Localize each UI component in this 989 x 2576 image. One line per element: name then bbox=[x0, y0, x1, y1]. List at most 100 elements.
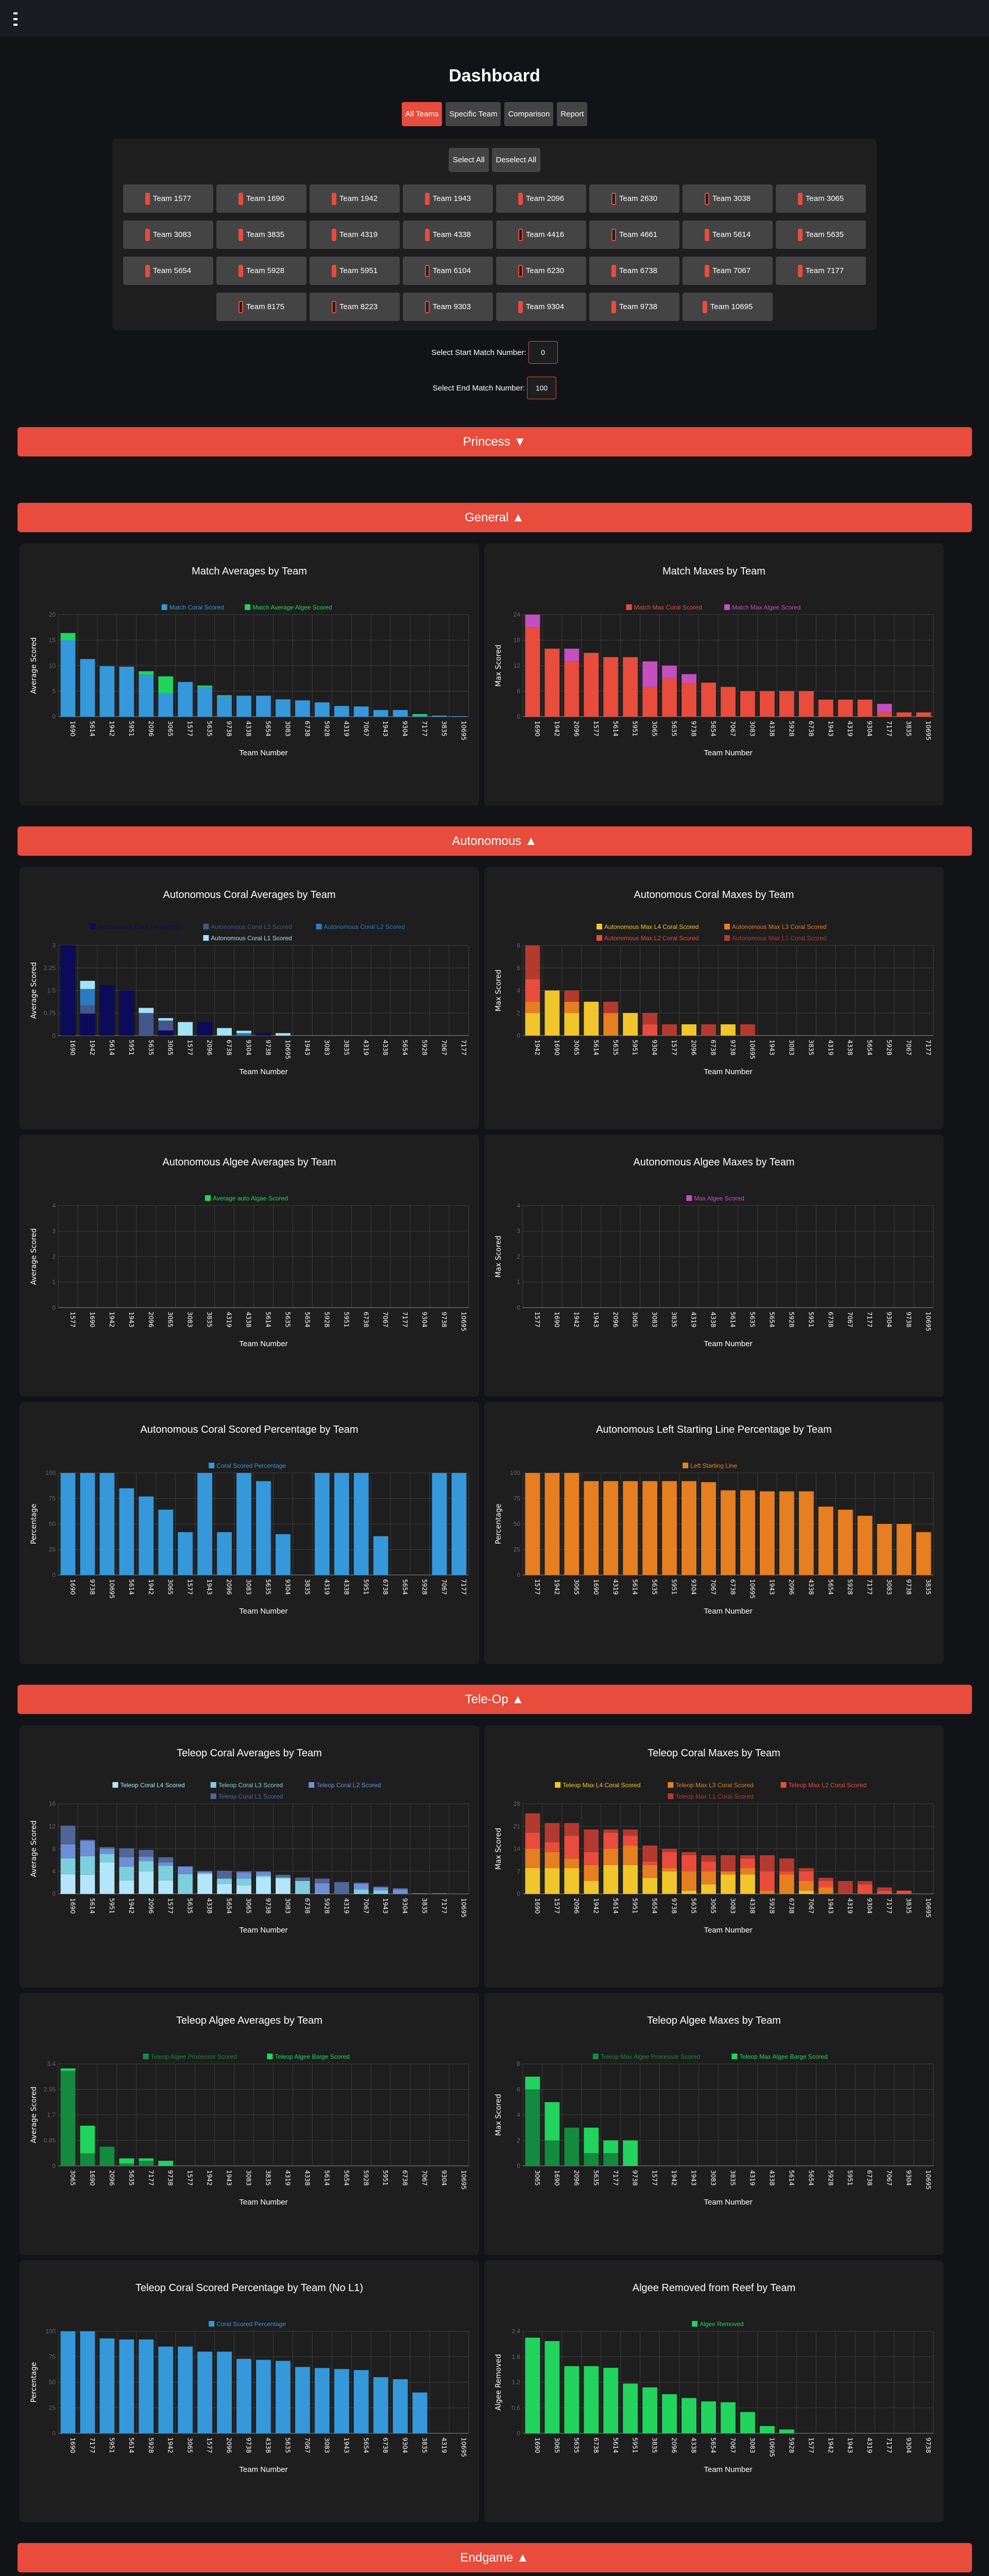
bar-segment[interactable] bbox=[373, 710, 388, 717]
bar-segment[interactable] bbox=[701, 1861, 716, 1872]
bar-segment[interactable] bbox=[857, 1516, 873, 1575]
bar-segment[interactable] bbox=[236, 1885, 251, 1894]
bar-segment[interactable] bbox=[779, 1871, 794, 1875]
bar-segment[interactable] bbox=[642, 1845, 658, 1862]
bar-segment[interactable] bbox=[603, 2140, 619, 2154]
bar-segment[interactable] bbox=[916, 1532, 931, 1575]
team-checkbox-item[interactable]: Team 5635 bbox=[776, 221, 866, 249]
bar-segment[interactable] bbox=[525, 2089, 540, 2166]
bar-segment[interactable] bbox=[197, 1873, 213, 1874]
bar-segment[interactable] bbox=[603, 2153, 619, 2166]
bar-segment[interactable] bbox=[857, 1881, 873, 1885]
bar-segment[interactable] bbox=[80, 1473, 95, 1575]
bar-segment[interactable] bbox=[623, 2383, 638, 2433]
bar-segment[interactable] bbox=[60, 640, 76, 717]
bar-segment[interactable] bbox=[295, 700, 310, 717]
bar-segment[interactable] bbox=[314, 1878, 330, 1884]
bar-segment[interactable] bbox=[99, 1849, 115, 1854]
bar-segment[interactable] bbox=[80, 1840, 95, 1841]
bar-segment[interactable] bbox=[139, 1871, 154, 1894]
bar-segment[interactable] bbox=[798, 1871, 814, 1881]
bar-segment[interactable] bbox=[525, 615, 540, 628]
checkbox-checked-icon[interactable] bbox=[145, 264, 150, 277]
bar-segment[interactable] bbox=[681, 1871, 697, 1891]
bar-segment[interactable] bbox=[564, 2127, 579, 2166]
bar-segment[interactable] bbox=[158, 1020, 174, 1031]
team-checkbox-item[interactable]: Team 6738 bbox=[589, 257, 679, 285]
bar-segment[interactable] bbox=[158, 693, 174, 717]
end-match-input[interactable] bbox=[527, 377, 557, 399]
checkbox-checked-icon[interactable] bbox=[331, 192, 336, 205]
team-checkbox-item[interactable]: Team 3835 bbox=[216, 221, 306, 249]
bar-segment[interactable] bbox=[99, 2146, 115, 2166]
bar-segment[interactable] bbox=[80, 1856, 95, 1875]
bar-segment[interactable] bbox=[721, 1855, 736, 1872]
bar-segment[interactable] bbox=[721, 687, 736, 717]
checkbox-unchecked-icon[interactable] bbox=[704, 192, 709, 205]
bar-segment[interactable] bbox=[818, 1887, 833, 1894]
bar-segment[interactable] bbox=[642, 1865, 658, 1878]
bar-segment[interactable] bbox=[544, 649, 560, 717]
team-checkbox-item[interactable]: Team 1690 bbox=[216, 184, 306, 213]
bar-segment[interactable] bbox=[60, 1874, 76, 1894]
checkbox-unchecked-icon[interactable] bbox=[331, 300, 336, 313]
team-checkbox-item[interactable]: Team 9738 bbox=[589, 293, 679, 321]
bar-segment[interactable] bbox=[80, 1013, 95, 1036]
bar-segment[interactable] bbox=[603, 1829, 619, 1833]
bar-segment[interactable] bbox=[701, 1482, 716, 1575]
bar-segment[interactable] bbox=[60, 633, 76, 640]
bar-segment[interactable] bbox=[314, 1883, 330, 1893]
bar-segment[interactable] bbox=[623, 1836, 638, 1846]
bar-segment[interactable] bbox=[662, 1024, 677, 1036]
bar-segment[interactable] bbox=[642, 1024, 658, 1036]
team-checkbox-item[interactable]: Team 6104 bbox=[403, 257, 493, 285]
legend-item[interactable]: Coral Scored Percentage bbox=[209, 1462, 286, 1469]
bar-segment[interactable] bbox=[525, 1473, 540, 1575]
bar-segment[interactable] bbox=[178, 1866, 193, 1867]
checkbox-checked-icon[interactable] bbox=[611, 264, 616, 277]
bar-segment[interactable] bbox=[139, 2339, 154, 2433]
bar-segment[interactable] bbox=[544, 1473, 560, 1575]
checkbox-checked-icon[interactable] bbox=[238, 192, 243, 205]
checkbox-checked-icon[interactable] bbox=[704, 228, 709, 241]
legend-item[interactable]: Match Average Algee Scored bbox=[245, 604, 332, 611]
bar-segment[interactable] bbox=[779, 1858, 794, 1872]
bar-segment[interactable] bbox=[60, 1473, 76, 1575]
bar-segment[interactable] bbox=[642, 1013, 658, 1025]
bar-segment[interactable] bbox=[584, 1852, 599, 1865]
bar-segment[interactable] bbox=[623, 2140, 638, 2166]
bar-segment[interactable] bbox=[681, 1852, 697, 1855]
bar-segment[interactable] bbox=[798, 1881, 814, 1891]
bar-segment[interactable] bbox=[139, 1013, 154, 1036]
bar-segment[interactable] bbox=[642, 1877, 658, 1894]
bar-segment[interactable] bbox=[217, 2351, 232, 2433]
bar-segment[interactable] bbox=[217, 1532, 232, 1575]
bar-segment[interactable] bbox=[276, 699, 291, 717]
bar-segment[interactable] bbox=[412, 2392, 428, 2433]
bar-segment[interactable] bbox=[139, 2158, 154, 2161]
bar-segment[interactable] bbox=[80, 980, 95, 989]
bar-segment[interactable] bbox=[178, 1532, 193, 1575]
legend-item[interactable]: Teleop Coral L3 Scored bbox=[210, 1782, 283, 1789]
bar-segment[interactable] bbox=[80, 2331, 95, 2433]
bar-segment[interactable] bbox=[353, 1473, 369, 1575]
bar-segment[interactable] bbox=[178, 1874, 193, 1894]
bar-segment[interactable] bbox=[99, 1473, 115, 1575]
bar-segment[interactable] bbox=[584, 1002, 599, 1036]
team-checkbox-item[interactable]: Team 3083 bbox=[123, 221, 213, 249]
legend-item[interactable]: Teleop Max L4 Coral Scored bbox=[555, 1782, 641, 1789]
bar-segment[interactable] bbox=[99, 1862, 115, 1894]
bar-segment[interactable] bbox=[642, 1481, 658, 1575]
bar-segment[interactable] bbox=[564, 1858, 579, 1868]
bar-segment[interactable] bbox=[314, 1893, 330, 1894]
team-checkbox-item[interactable]: Team 6230 bbox=[496, 257, 586, 285]
bar-segment[interactable] bbox=[721, 1874, 736, 1894]
team-checkbox-item[interactable]: Team 5928 bbox=[216, 257, 306, 285]
checkbox-checked-icon[interactable] bbox=[518, 192, 523, 205]
bar-segment[interactable] bbox=[544, 990, 560, 1036]
bar-segment[interactable] bbox=[119, 666, 134, 717]
checkbox-checked-icon[interactable] bbox=[797, 192, 803, 205]
bar-segment[interactable] bbox=[564, 1868, 579, 1894]
bar-segment[interactable] bbox=[158, 1018, 174, 1021]
bar-segment[interactable] bbox=[818, 700, 833, 717]
